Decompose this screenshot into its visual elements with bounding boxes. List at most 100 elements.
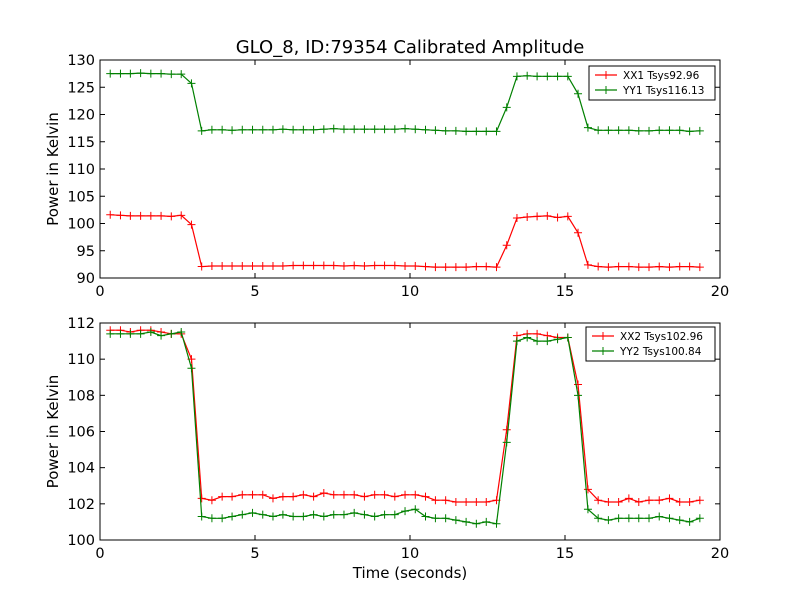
data-point: [634, 126, 643, 135]
data-point: [421, 512, 430, 521]
y-tick-label: 125: [67, 80, 95, 96]
data-point: [329, 510, 338, 519]
data-point: [258, 490, 267, 499]
data-point: [645, 126, 654, 135]
data-point: [563, 333, 572, 342]
y-tick-label: 106: [67, 425, 95, 441]
data-point: [512, 214, 521, 223]
data-point: [482, 517, 491, 526]
data-point: [634, 263, 643, 272]
series-1: [106, 328, 704, 528]
data-point: [462, 263, 471, 272]
data-point: [126, 211, 135, 220]
data-point: [543, 211, 552, 220]
data-point: [167, 212, 176, 221]
data-point: [472, 262, 481, 271]
legend-marker: [602, 86, 610, 94]
data-point: [187, 220, 196, 229]
data-point: [451, 516, 460, 525]
data-point: [268, 512, 277, 521]
legend-marker: [599, 347, 607, 355]
data-point: [604, 263, 613, 272]
data-point: [665, 494, 674, 503]
data-point: [278, 262, 287, 271]
data-point: [309, 510, 318, 519]
data-point: [502, 103, 511, 112]
data-point: [411, 262, 420, 271]
data-point: [655, 262, 664, 271]
data-point: [258, 510, 267, 519]
data-point: [594, 262, 603, 271]
data-point: [502, 425, 511, 434]
data-point: [614, 126, 623, 135]
data-point: [106, 329, 115, 338]
data-point: [574, 380, 583, 389]
data-point: [380, 490, 389, 499]
data-point: [370, 512, 379, 521]
data-point: [472, 519, 481, 528]
data-point: [492, 127, 501, 136]
data-point: [360, 262, 369, 271]
data-point: [319, 125, 328, 134]
data-point: [685, 262, 694, 271]
y-tick-label: 110: [67, 352, 95, 368]
data-point: [309, 492, 318, 501]
data-point: [339, 125, 348, 134]
data-point: [309, 125, 318, 134]
data-point: [482, 262, 491, 271]
data-point: [594, 496, 603, 505]
data-point: [106, 69, 115, 78]
data-point: [441, 496, 450, 505]
data-point: [451, 126, 460, 135]
data-point: [594, 514, 603, 523]
data-point: [136, 69, 145, 78]
data-point: [624, 514, 633, 523]
data-point: [431, 514, 440, 523]
data-point: [583, 123, 592, 132]
data-point: [390, 510, 399, 519]
data-point: [146, 211, 155, 220]
x-tick-label: 10: [401, 546, 419, 562]
data-point: [563, 212, 572, 221]
data-point: [187, 364, 196, 373]
data-point: [583, 485, 592, 494]
data-point: [248, 125, 257, 134]
data-point: [655, 496, 664, 505]
data-point: [339, 490, 348, 499]
data-point: [319, 261, 328, 270]
data-point: [675, 516, 684, 525]
data-point: [289, 261, 298, 270]
data-point: [533, 72, 542, 81]
data-point: [350, 125, 359, 134]
data-point: [512, 337, 521, 346]
x-tick-label: 15: [556, 546, 574, 562]
data-point: [360, 125, 369, 134]
data-point: [695, 496, 704, 505]
data-point: [278, 510, 287, 519]
data-point: [614, 498, 623, 507]
data-point: [492, 519, 501, 528]
data-point: [329, 124, 338, 133]
data-point: [574, 228, 583, 237]
data-point: [197, 494, 206, 503]
data-point: [574, 89, 583, 98]
data-point: [350, 261, 359, 270]
data-point: [665, 263, 674, 272]
data-point: [645, 514, 654, 523]
y-tick-label: 115: [67, 135, 95, 151]
data-point: [523, 71, 532, 80]
y-tick-label: 108: [67, 388, 95, 404]
x-tick-label: 0: [95, 546, 104, 562]
data-point: [197, 126, 206, 135]
data-point: [533, 337, 542, 346]
data-point: [238, 490, 247, 499]
data-point: [472, 127, 481, 136]
data-point: [502, 438, 511, 447]
data-point: [258, 262, 267, 271]
data-point: [583, 260, 592, 269]
data-point: [685, 498, 694, 507]
series-1: [106, 69, 704, 136]
legend: XX1 Tsys92.96 YY1 Tsys116.13: [588, 65, 716, 101]
data-point: [289, 512, 298, 521]
